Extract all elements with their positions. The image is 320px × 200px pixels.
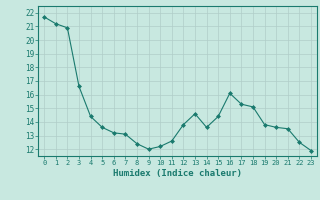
X-axis label: Humidex (Indice chaleur): Humidex (Indice chaleur): [113, 169, 242, 178]
